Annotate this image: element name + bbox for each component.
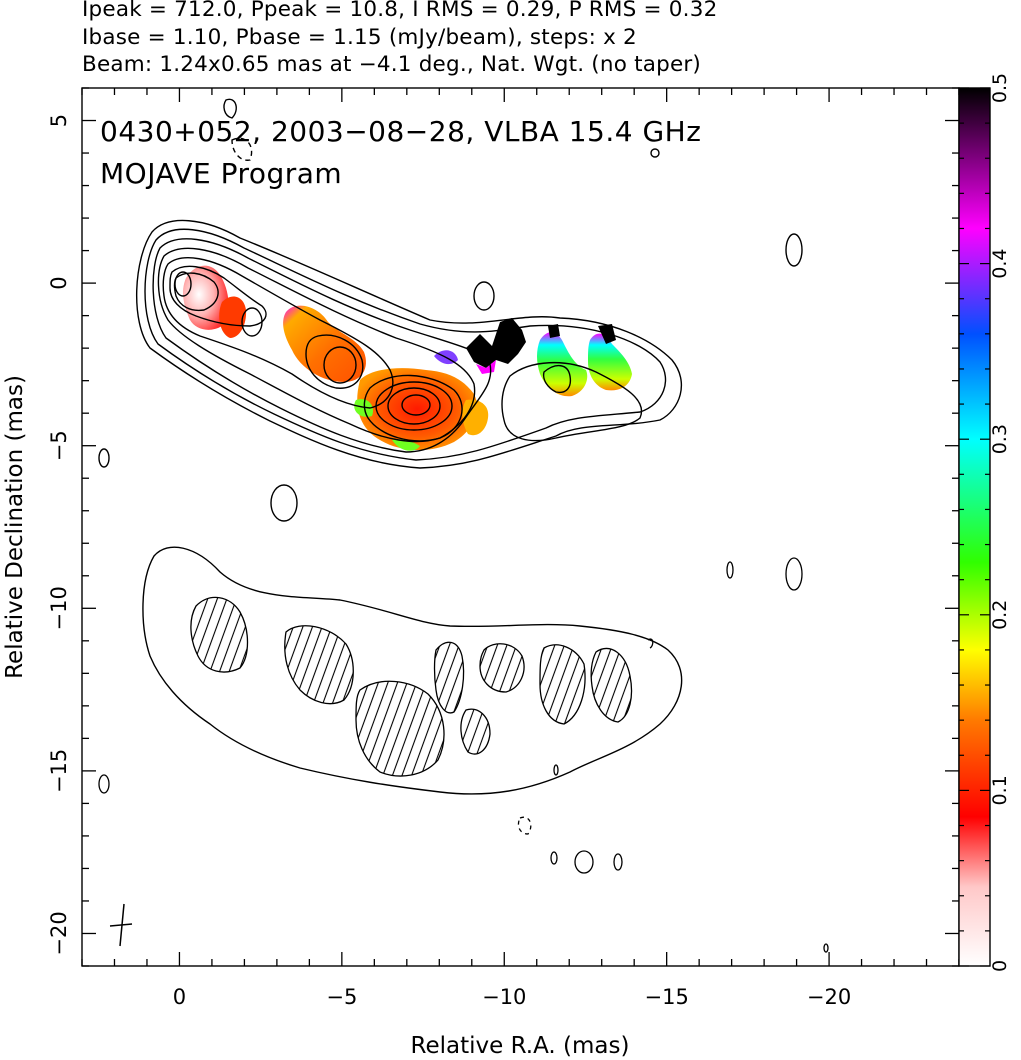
hatched-region-3 — [355, 680, 445, 777]
header-line-1: Ipeak = 712.0, Ppeak = 10.8, I RMS = 0.2… — [82, 0, 718, 22]
contour-blob-11 — [574, 850, 594, 874]
hatched-region-8 — [590, 647, 633, 723]
contour-blob-3 — [270, 484, 298, 522]
x-tick-label: −20 — [807, 985, 851, 1009]
header-line-2: Ibase = 1.10, Pbase = 1.15 (mJy/beam), s… — [82, 25, 637, 50]
contour-blob-16 — [823, 943, 829, 953]
contour-blob-15 — [517, 816, 532, 835]
pol-patch-knot-a — [219, 296, 247, 338]
contour-outer-jet — [501, 362, 643, 442]
contour-core-peak — [174, 271, 192, 297]
pol-patch-core — [183, 265, 229, 330]
contour-knot-c-outer — [363, 374, 463, 442]
colorbar-tick-label: 0 — [989, 960, 1011, 972]
contour-knot-c-peak — [401, 394, 431, 416]
contour-knot-c-inner — [387, 387, 441, 425]
x-axis-label: Relative R.A. (mas) — [411, 1033, 630, 1059]
hatched-regions — [190, 596, 633, 777]
pol-patch-knot-d — [462, 399, 489, 436]
hatched-region-5 — [460, 708, 491, 755]
y-tick-label: −15 — [47, 749, 71, 793]
hatched-region-7 — [539, 644, 586, 725]
contour-knot-b-inner — [323, 346, 357, 384]
chart-subtitle: MOJAVE Program — [100, 157, 342, 190]
pol-patch-outer-2 — [588, 333, 632, 391]
polarized-intensity-panel — [98, 546, 829, 953]
x-tick-label: 0 — [173, 985, 186, 1009]
y-tick-labels: 5 0 −5 −10 −15 −20 — [47, 114, 71, 956]
contour-level-3 — [152, 238, 492, 453]
contour-knot-c-mid — [375, 381, 453, 431]
colorbar — [958, 87, 991, 967]
colorbar-tick-label: 0.2 — [989, 600, 1011, 630]
hatched-region-1 — [190, 596, 249, 673]
intensity-contours — [98, 98, 803, 522]
contour-blob-14 — [553, 764, 559, 776]
y-tick-label: −5 — [47, 430, 71, 461]
contour-knot-b-outer — [305, 334, 364, 389]
colorbar-ticks — [959, 87, 990, 967]
colorbar-tick-label: 0.4 — [989, 248, 1011, 278]
pol-outer-contour — [142, 546, 683, 795]
hatched-region-4 — [433, 641, 465, 714]
contour-blob-9 — [785, 557, 803, 591]
contour-level-5 — [162, 257, 394, 409]
contour-blob-4 — [98, 448, 110, 468]
colorbar-tick-label: 0.3 — [989, 424, 1011, 454]
contour-level-6 — [169, 265, 267, 327]
plot-frame — [81, 87, 960, 967]
contour-blob-8 — [726, 561, 734, 579]
hatched-region-6 — [479, 643, 525, 693]
pol-patch-knot-c — [357, 368, 478, 451]
contour-outer-jet-inner — [542, 365, 572, 394]
contour-blob-10 — [98, 774, 110, 794]
colorbar-tick-label: 0.5 — [989, 73, 1011, 103]
pol-patch-knot-c-edge — [354, 399, 420, 451]
x-tick-labels: 0 −5 −10 −15 −20 — [173, 985, 851, 1009]
contour-blob-12 — [613, 853, 623, 871]
contour-blob-7 — [231, 137, 253, 161]
contour-blob-5 — [650, 148, 660, 158]
axis-ticks — [81, 87, 960, 967]
y-tick-label: 0 — [47, 276, 71, 289]
contour-blob-6 — [223, 98, 237, 119]
pol-patch-knot-b — [283, 305, 366, 382]
y-tick-label: 5 — [47, 114, 71, 127]
hatched-region-2 — [284, 625, 354, 705]
contour-level-2 — [144, 228, 667, 461]
colorbar-tick-labels: 0 0.1 0.2 0.3 0.4 0.5 — [989, 73, 1011, 972]
chart-title: 0430+052, 2003−08−28, VLBA 15.4 GHz — [100, 115, 701, 148]
contour-knot-a — [241, 307, 263, 337]
contour-blob-2 — [785, 233, 803, 267]
y-axis-label: Relative Declination (mas) — [2, 375, 28, 679]
contour-level-1 — [136, 219, 683, 469]
y-tick-label: −20 — [47, 911, 71, 955]
header-line-3: Beam: 1.24x0.65 mas at −4.1 deg., Nat. W… — [82, 52, 702, 77]
contour-blob-13 — [550, 851, 558, 865]
beam-marker — [109, 903, 133, 947]
contour-level-7 — [173, 272, 219, 312]
x-tick-label: −10 — [482, 985, 526, 1009]
contour-blob-17 — [647, 638, 654, 649]
x-tick-label: −5 — [326, 985, 357, 1009]
pol-patch-black — [466, 318, 526, 368]
colorbar-tick-label: 0.1 — [989, 775, 1011, 805]
pol-patch-outer-1 — [537, 332, 588, 397]
contour-blob-1 — [473, 281, 495, 311]
y-tick-label: −10 — [47, 586, 71, 630]
x-tick-label: −15 — [645, 985, 689, 1009]
